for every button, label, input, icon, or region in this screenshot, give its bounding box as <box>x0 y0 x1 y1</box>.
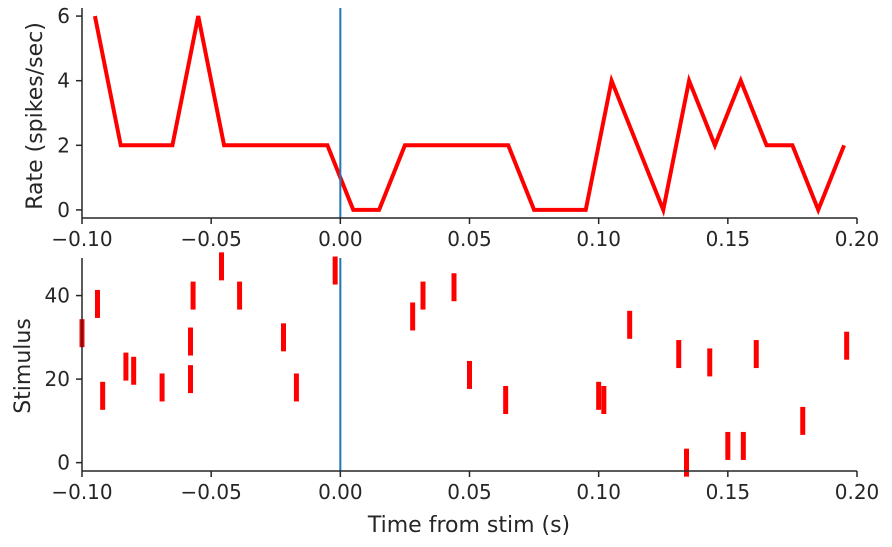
raster-x-tick-label: 0.05 <box>447 480 492 504</box>
raster-x-tick-label: −0.05 <box>181 480 242 504</box>
raster-ticks <box>79 252 850 477</box>
rate-x-tick-label: 0.10 <box>576 227 621 251</box>
rate-x-tick-label: 0.20 <box>835 227 880 251</box>
rate-x-tick-label: 0.15 <box>706 227 751 251</box>
rate-panel: −0.10 −0.05 0.00 0.05 0.10 0.15 0.20 0 2 4 6 Rate … <box>23 4 879 251</box>
raster-y-tick-label: 20 <box>45 367 70 391</box>
raster-x-tick-label: 0.20 <box>835 480 880 504</box>
raster-x-axis-label: Time from stim (s) <box>367 513 570 538</box>
rate-x-tick-label: −0.05 <box>181 227 242 251</box>
raster-axes: −0.10 −0.05 0.00 0.05 0.10 0.15 0.20 0 20 40 <box>45 258 880 504</box>
raster-x-tick-label: 0.00 <box>318 480 363 504</box>
rate-y-axis-label: Rate (spikes/sec) <box>23 22 48 210</box>
rate-x-tick-label: −0.10 <box>51 227 112 251</box>
rate-x-tick-label: 0.00 <box>318 227 363 251</box>
rate-axes: −0.10 −0.05 0.00 0.05 0.10 0.15 0.20 0 2 4 6 <box>51 4 879 251</box>
raster-y-tick-label: 40 <box>45 284 70 308</box>
rate-y-tick-label: 6 <box>57 4 70 28</box>
raster-panel: −0.10 −0.05 0.00 0.05 0.10 0.15 0.20 0 20 40 Stim… <box>11 252 879 538</box>
rate-series <box>92 15 846 217</box>
rate-line <box>92 15 846 217</box>
raster-x-tick-label: 0.15 <box>706 480 751 504</box>
raster-y-axis-label: Stimulus <box>11 318 36 414</box>
rate-y-tick-label: 2 <box>57 133 70 157</box>
raster-x-tick-label: 0.10 <box>576 480 621 504</box>
rate-x-tick-label: 0.05 <box>447 227 492 251</box>
raster-x-tick-label: −0.10 <box>51 480 112 504</box>
rate-y-tick-label: 0 <box>57 198 70 222</box>
rate-y-tick-label: 4 <box>57 69 70 93</box>
raster-y-tick-label: 0 <box>57 451 70 475</box>
